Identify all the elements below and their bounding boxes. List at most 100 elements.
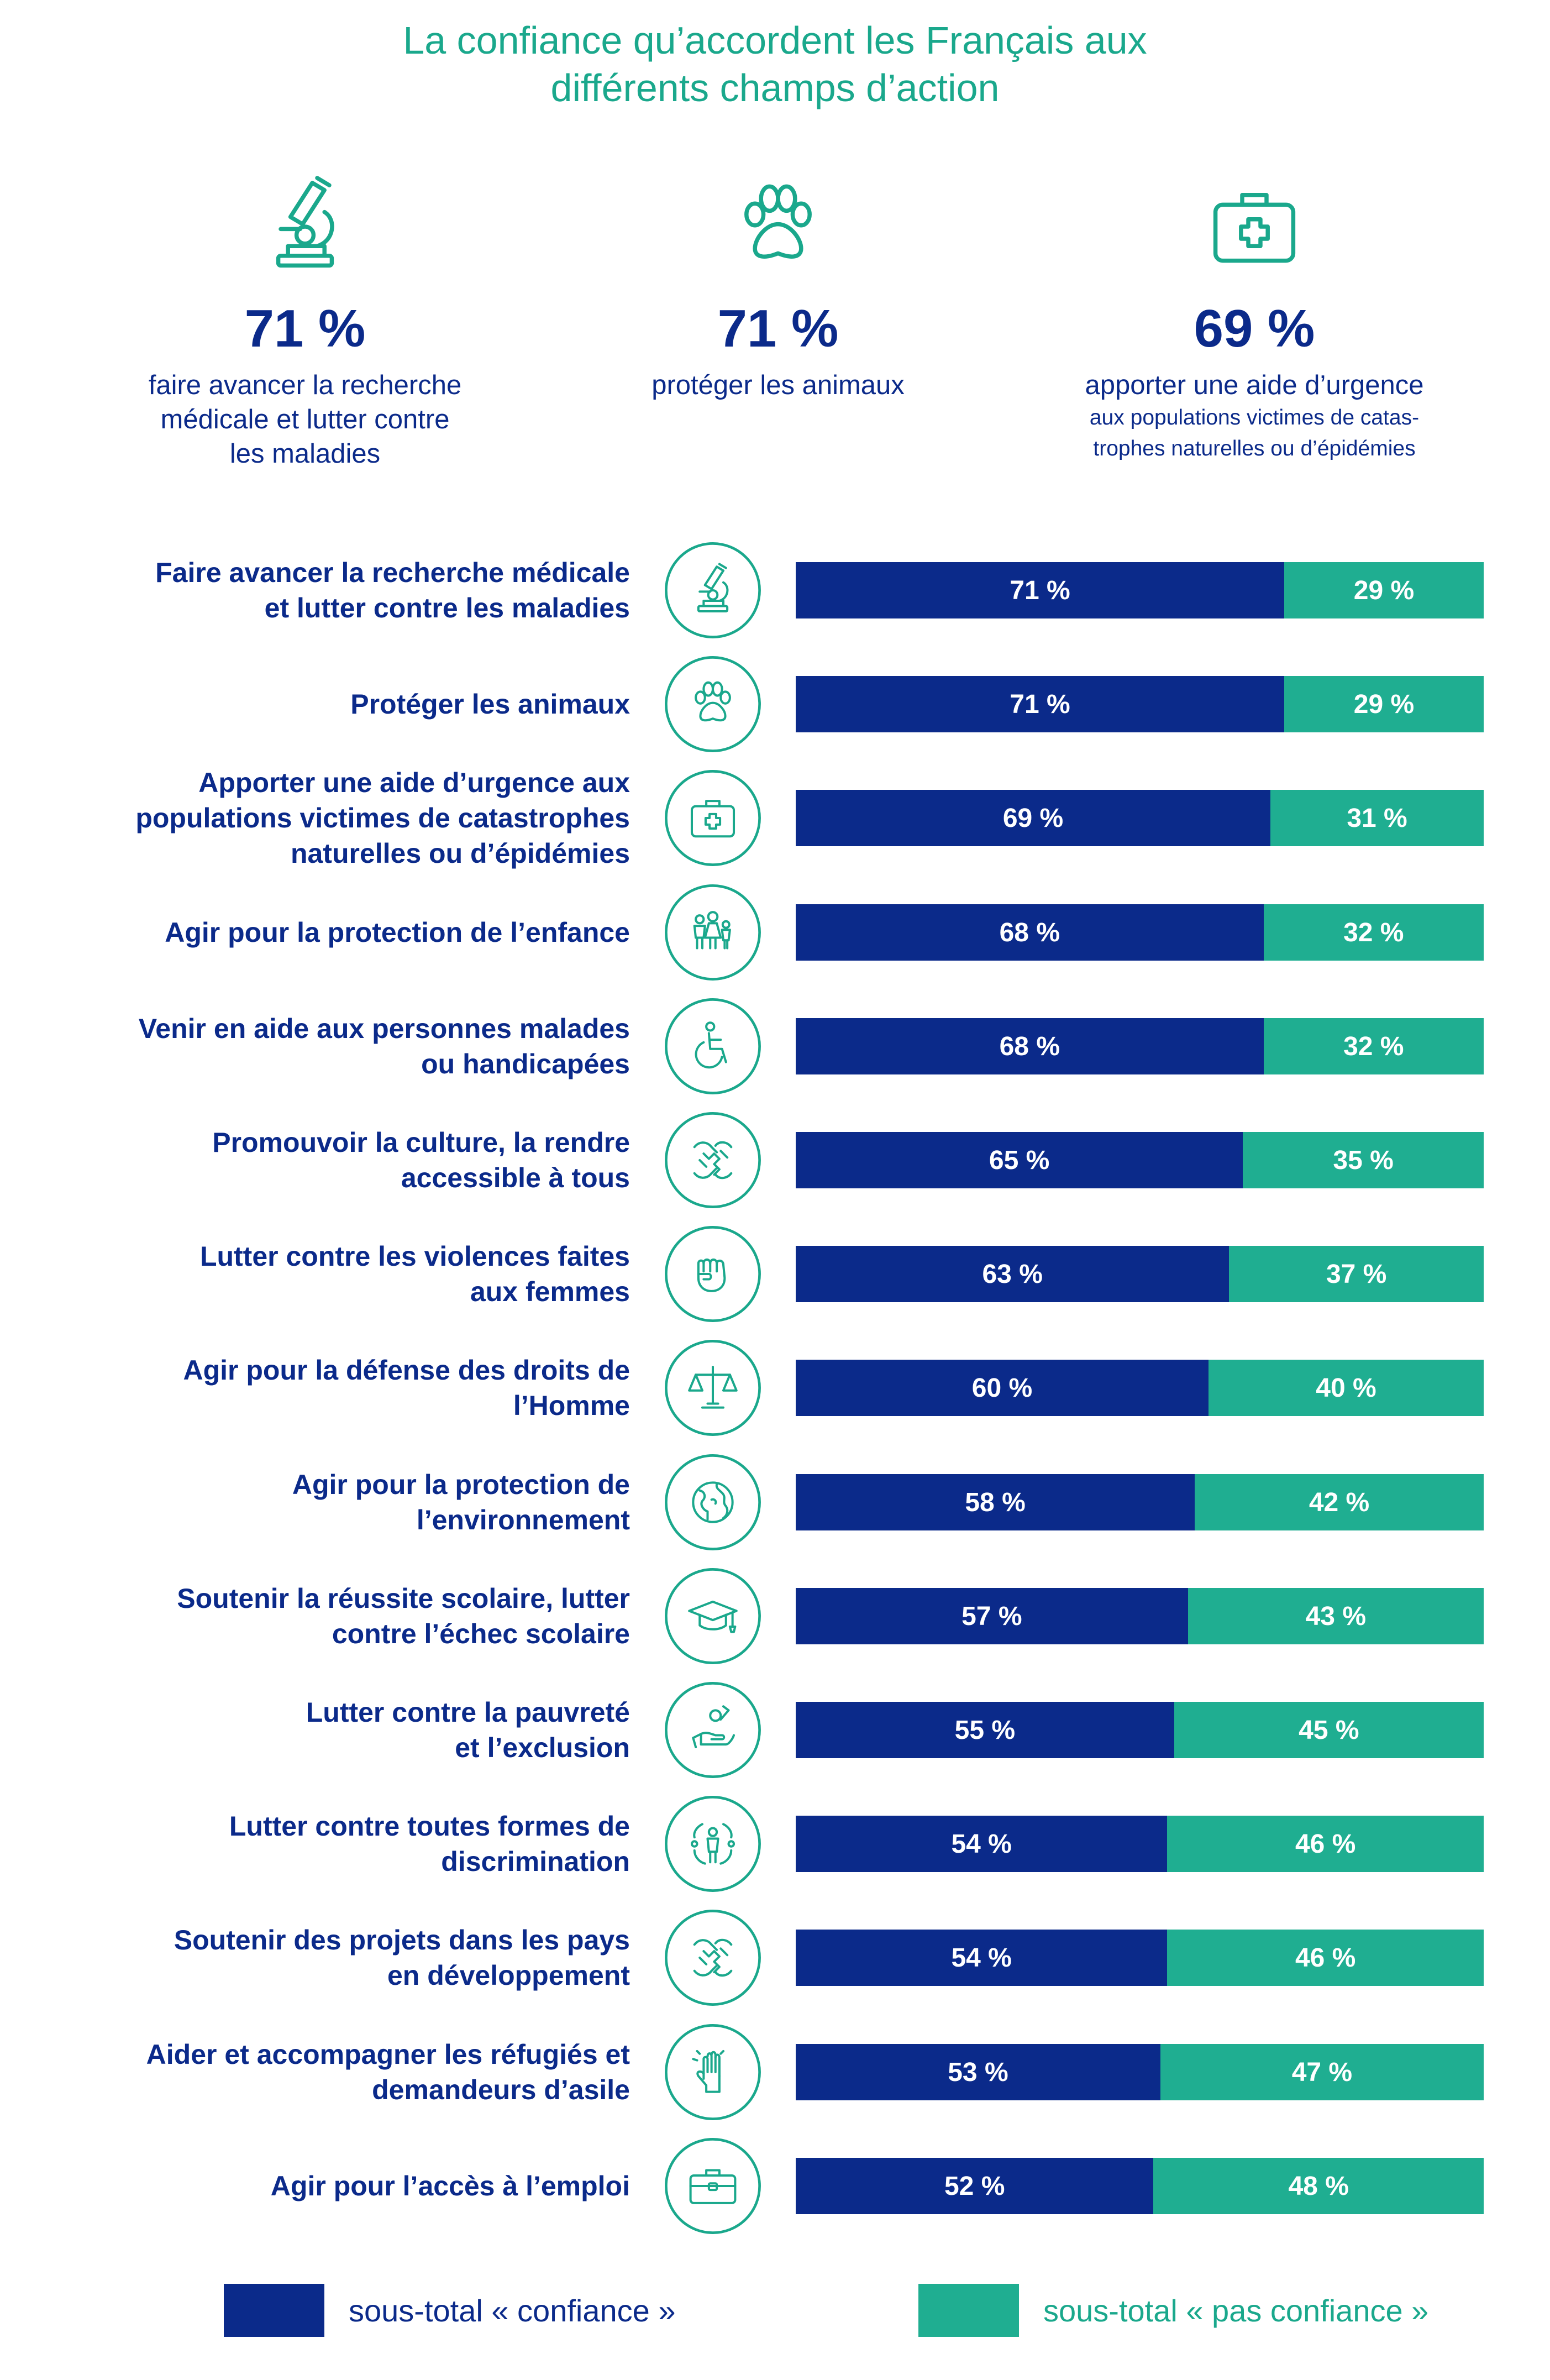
category-label-line: en développement (387, 1960, 630, 1991)
category-label-line: Agir pour l’accès à l’emploi (270, 2171, 630, 2201)
bar-segment-pas-confiance: 31 % (1270, 790, 1484, 846)
highlight-description-line: protéger les animaux (651, 370, 905, 400)
stacked-bar: 71 % 29 % (796, 676, 1484, 732)
joined-hands-icon (665, 1112, 761, 1208)
highlight-description: faire avancer la recherche médicale et lu… (67, 368, 543, 471)
category-label-line: Aider et accompagner les réfugiés et (146, 2039, 630, 2070)
highlight-subtext: aux populations victimes de catas-trophe… (1017, 402, 1492, 464)
stacked-bar: 65 % 35 % (796, 1132, 1484, 1188)
bar-segment-pas-confiance: 40 % (1209, 1360, 1484, 1416)
data-label: 35 % (1333, 1145, 1394, 1175)
bar-segment-confiance: 57 % (796, 1588, 1188, 1644)
highlight-description: protéger les animaux (540, 368, 1016, 402)
highlight-value: 71 % (244, 299, 366, 358)
bar-segment-pas-confiance: 35 % (1243, 1132, 1484, 1188)
data-label: 54 % (951, 1943, 1012, 1973)
bar-segment-confiance: 55 % (796, 1702, 1174, 1758)
category-icon-wrap (663, 1338, 763, 1440)
raised-hand-icon (665, 2024, 761, 2120)
coin-hand-icon (665, 1682, 761, 1778)
legend-label-confiance: sous-total « confiance » (349, 2293, 676, 2328)
bar-segment-confiance: 71 % (796, 562, 1284, 618)
category-label: Agir pour la défense des droits de l’Homm… (33, 1352, 630, 1423)
stacked-bar: 52 % 48 % (796, 2158, 1484, 2214)
category-icon-wrap (663, 1794, 763, 1896)
data-label: 54 % (951, 1829, 1012, 1859)
bar-segment-pas-confiance: 32 % (1263, 1018, 1484, 1074)
category-icon-wrap (663, 1908, 763, 2010)
highlight-1: 71 % faire avancer la recherche médicale e… (67, 166, 543, 471)
data-label: 47 % (1291, 2057, 1353, 2087)
category-label: Protéger les animaux (33, 686, 630, 722)
category-icon-wrap (663, 1224, 763, 1327)
category-label-line: Soutenir la réussite scolaire, lutter (177, 1583, 630, 1614)
data-label: 46 % (1295, 1943, 1356, 1973)
category-label-line: demandeurs d’asile (372, 2074, 630, 2105)
first-aid-kit-icon (1213, 193, 1296, 263)
category-icon-wrap (663, 997, 763, 1099)
legend-confiance: sous-total « confiance » (224, 2283, 675, 2338)
stacked-bar: 55 % 45 % (796, 1702, 1484, 1758)
microscope-icon (665, 542, 761, 638)
data-label: 69 % (1002, 803, 1064, 833)
stacked-bar: 69 % 31 % (796, 790, 1484, 846)
bar-segment-pas-confiance: 29 % (1284, 676, 1484, 732)
bar-segment-confiance: 63 % (796, 1246, 1230, 1302)
legend-label-pas-confiance: sous-total « pas confiance » (1043, 2293, 1429, 2328)
data-label: 42 % (1309, 1487, 1370, 1517)
data-label: 57 % (961, 1601, 1022, 1631)
category-label-line: Agir pour la défense des droits de (183, 1355, 630, 1386)
category-label-line: Agir pour la protection de (292, 1469, 630, 1500)
highlight-2: 71 % protéger les animaux (540, 166, 1016, 402)
data-label: 63 % (982, 1259, 1043, 1289)
category-label-line: Faire avancer la recherche médicale (155, 557, 630, 588)
legend-swatch-pas-confiance (918, 2284, 1019, 2337)
highlight-description-line: les maladies (229, 439, 381, 469)
data-label: 43 % (1305, 1601, 1367, 1631)
data-label: 53 % (948, 2057, 1008, 2087)
category-icon-wrap (663, 654, 763, 757)
category-icon-wrap (663, 2022, 763, 2125)
bar-segment-confiance: 53 % (796, 2044, 1160, 2100)
category-label-line: l’environnement (416, 1504, 630, 1535)
category-label: Soutenir des projets dans les pays en dév… (33, 1922, 630, 1993)
category-icon-wrap (663, 883, 763, 985)
category-label-line: Agir pour la protection de l’enfance (165, 917, 630, 948)
stacked-bar: 60 % 40 % (796, 1360, 1484, 1416)
data-label: 71 % (1010, 689, 1070, 719)
stacked-bar: 71 % 29 % (796, 562, 1484, 618)
bar-segment-confiance: 52 % (796, 2158, 1154, 2214)
data-label: 37 % (1326, 1259, 1387, 1289)
data-label: 46 % (1295, 1829, 1356, 1859)
category-label-line: Soutenir des projets dans les pays (174, 1925, 630, 1956)
stacked-bar: 63 % 37 % (796, 1246, 1484, 1302)
scales-icon (665, 1340, 761, 1436)
bar-segment-pas-confiance: 32 % (1263, 904, 1484, 961)
graduation-cap-icon (665, 1568, 761, 1664)
bar-segment-confiance: 54 % (796, 1816, 1168, 1872)
data-label: 65 % (989, 1145, 1050, 1175)
highlight-description-line: médicale et lutter contre (160, 405, 450, 434)
data-label: 32 % (1343, 918, 1404, 947)
bar-segment-confiance: 65 % (796, 1132, 1243, 1188)
category-label: Apporter une aide d’urgence aux populatio… (33, 765, 630, 871)
bar-segment-pas-confiance: 45 % (1174, 1702, 1484, 1758)
highlight-subtext-line: trophes naturelles ou d’épidémies (1093, 437, 1416, 460)
people-circle-icon (665, 1796, 761, 1892)
category-label: Agir pour la protection de l’environnemen… (33, 1467, 630, 1538)
category-label: Soutenir la réussite scolaire, lutter con… (33, 1581, 630, 1652)
bar-segment-confiance: 60 % (796, 1360, 1209, 1416)
category-label-line: accessible à tous (401, 1162, 630, 1193)
category-label-line: populations victimes de catastrophes (135, 803, 630, 833)
highlight-description-line: apporter une aide d’urgence (1085, 370, 1424, 400)
bar-segment-pas-confiance: 46 % (1167, 1816, 1484, 1872)
bar-segment-confiance: 58 % (796, 1474, 1195, 1530)
bar-segment-pas-confiance: 37 % (1229, 1246, 1484, 1302)
stacked-bar: 53 % 47 % (796, 2044, 1484, 2100)
children-icon (665, 884, 761, 981)
bar-segment-pas-confiance: 42 % (1195, 1474, 1484, 1530)
bar-segment-confiance: 54 % (796, 1930, 1168, 1986)
category-label: Lutter contre la pauvreté et l’exclusion (33, 1695, 630, 1765)
category-icon-wrap (663, 1566, 763, 1669)
bar-segment-confiance: 68 % (796, 1018, 1264, 1074)
